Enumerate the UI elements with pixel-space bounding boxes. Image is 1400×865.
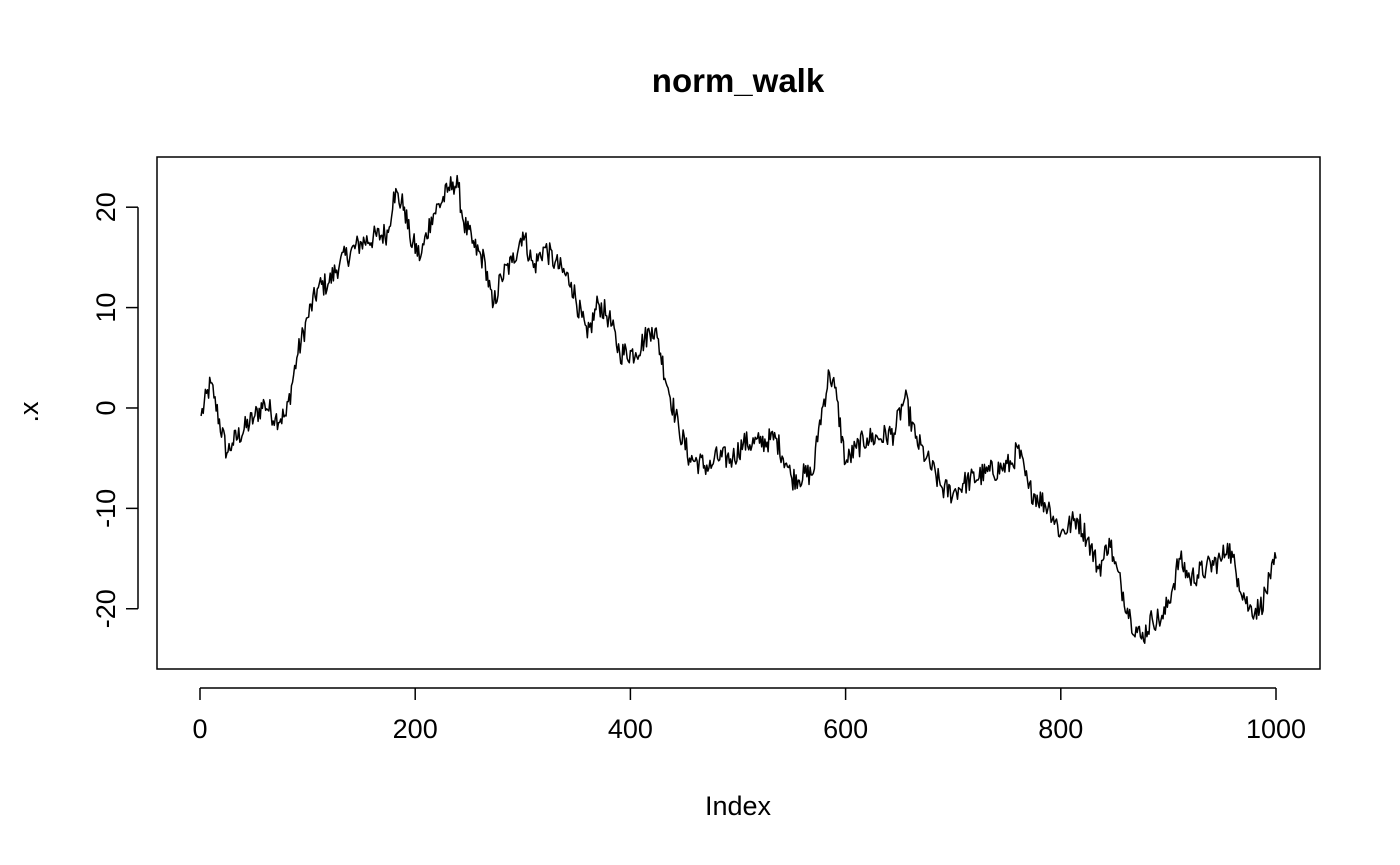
x-axis-label: Index: [705, 791, 772, 821]
x-axis: 0 200 400 600 800 1000: [192, 687, 1306, 744]
x-tick-label: 1000: [1246, 714, 1306, 744]
plot-frame: [156, 156, 1321, 670]
y-axis-label: .x: [14, 401, 44, 423]
series-line-norm-walk: [200, 174, 1277, 644]
x-tick-label: 600: [823, 714, 868, 744]
chart-title: norm_walk: [652, 62, 825, 99]
x-tick-label: 200: [393, 714, 438, 744]
y-tick-label: 0: [91, 400, 121, 415]
y-axis: -20 -10 0 10 20: [91, 192, 139, 628]
y-tick-label: -10: [91, 489, 121, 528]
x-tick-label: 400: [608, 714, 653, 744]
y-tick-label: 20: [91, 192, 121, 222]
x-tick-label: 0: [192, 714, 207, 744]
y-tick-label: -20: [91, 589, 121, 628]
y-tick-label: 10: [91, 293, 121, 323]
x-tick-label: 800: [1038, 714, 1083, 744]
